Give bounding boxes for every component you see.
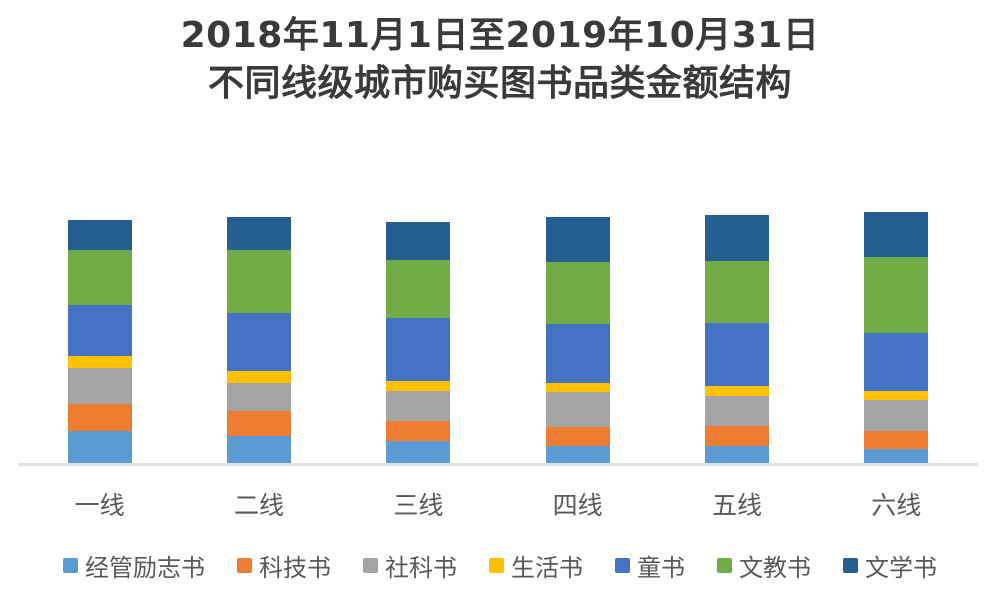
bar-column (179, 200, 338, 464)
bar-segment (704, 261, 769, 323)
legend-item: 文教书 (717, 548, 811, 583)
chart-title-line1: 2018年11月1日至2019年10月31日 (180, 15, 820, 56)
x-axis-label: 五线 (711, 491, 762, 520)
bar-segment (704, 446, 769, 464)
bar-segment (704, 395, 769, 427)
legend-swatch (489, 558, 504, 573)
x-axis-line (18, 463, 978, 466)
bar-segment (386, 441, 451, 464)
bar-segment (545, 217, 610, 263)
bar-segment (386, 390, 451, 422)
stacked-bar-1 (67, 219, 132, 464)
x-axis-label: 六线 (871, 491, 922, 520)
legend-swatch (615, 558, 630, 573)
bar-segment (545, 446, 610, 464)
stacked-bar-5 (704, 214, 769, 464)
x-axis-labels: 一线 二线 三线 四线 五线 六线 (20, 486, 976, 522)
legend-item: 社科书 (363, 548, 457, 583)
chart-title-line2: 不同线级城市购买图书品类金额结构 (207, 63, 792, 104)
chart-title: 2018年11月1日至2019年10月31日 不同线级城市购买图书品类金额结构 (0, 12, 1000, 108)
bar-segment (545, 262, 610, 325)
bar-column (817, 200, 976, 464)
bar-segment (864, 212, 929, 258)
bar-segment (386, 317, 451, 381)
x-axis-label: 三线 (393, 491, 444, 520)
stacked-bar-3 (386, 222, 451, 464)
legend-swatch (717, 558, 732, 573)
legend-item: 科技书 (237, 548, 331, 583)
bar-segment (67, 249, 132, 306)
bar-segment (864, 333, 929, 391)
bar-segment (67, 368, 132, 404)
bar-segment (386, 421, 451, 442)
plot-area (20, 200, 976, 464)
legend-label: 童书 (637, 554, 685, 582)
bar-segment (704, 385, 769, 396)
legend-label: 文教书 (739, 554, 811, 582)
bar-segment (545, 392, 610, 428)
bar-segment (704, 214, 769, 262)
x-axis-label: 一线 (74, 491, 125, 520)
legend-swatch (363, 558, 378, 573)
bar-segment (67, 219, 132, 250)
bar-segment (226, 436, 291, 464)
bar-segment (545, 324, 610, 384)
legend-item: 生活书 (489, 548, 583, 583)
stacked-bar-2 (226, 217, 291, 464)
bar-segment (545, 383, 610, 393)
legend-label: 社科书 (385, 554, 457, 582)
stacked-bar-6 (864, 212, 929, 464)
legend-swatch (843, 558, 858, 573)
stacked-bar-4 (545, 217, 610, 464)
legend-swatch (237, 558, 252, 573)
bar-segment (864, 431, 929, 449)
legend-label: 文学书 (865, 554, 937, 582)
bar-segment (67, 403, 132, 432)
bar-segment (386, 380, 451, 391)
legend-item: 文学书 (843, 548, 937, 583)
legend-item: 经管励志书 (63, 548, 205, 583)
legend-label: 经管励志书 (85, 554, 205, 582)
x-axis-label: 二线 (233, 491, 284, 520)
bar-segment (864, 448, 929, 464)
bar-segment (864, 390, 929, 400)
bar-segment (226, 249, 291, 313)
bar-segment (226, 217, 291, 250)
legend-swatch (63, 558, 78, 573)
bar-segment (864, 399, 929, 432)
bar-segment (67, 355, 132, 369)
bar-segment (704, 426, 769, 447)
bar-column (339, 200, 498, 464)
bar-segment (67, 305, 132, 356)
legend-item: 童书 (615, 548, 685, 583)
bar-segment (226, 370, 291, 384)
bar-segment (226, 411, 291, 437)
bar-segment (67, 431, 132, 464)
bar-segment (704, 322, 769, 386)
bar-segment (545, 427, 610, 447)
bar-segment (226, 383, 291, 412)
legend-label: 科技书 (259, 554, 331, 582)
legend: 经管励志书 科技书 社科书 生活书 童书 文教书 文学书 (0, 548, 1000, 583)
bar-column (498, 200, 657, 464)
bar-column (657, 200, 816, 464)
bar-segment (864, 257, 929, 333)
bar-segment (386, 222, 451, 260)
bar-segment (386, 259, 451, 318)
bar-segment (226, 312, 291, 371)
bar-column (20, 200, 179, 464)
x-axis-label: 四线 (552, 491, 603, 520)
legend-label: 生活书 (511, 554, 583, 582)
